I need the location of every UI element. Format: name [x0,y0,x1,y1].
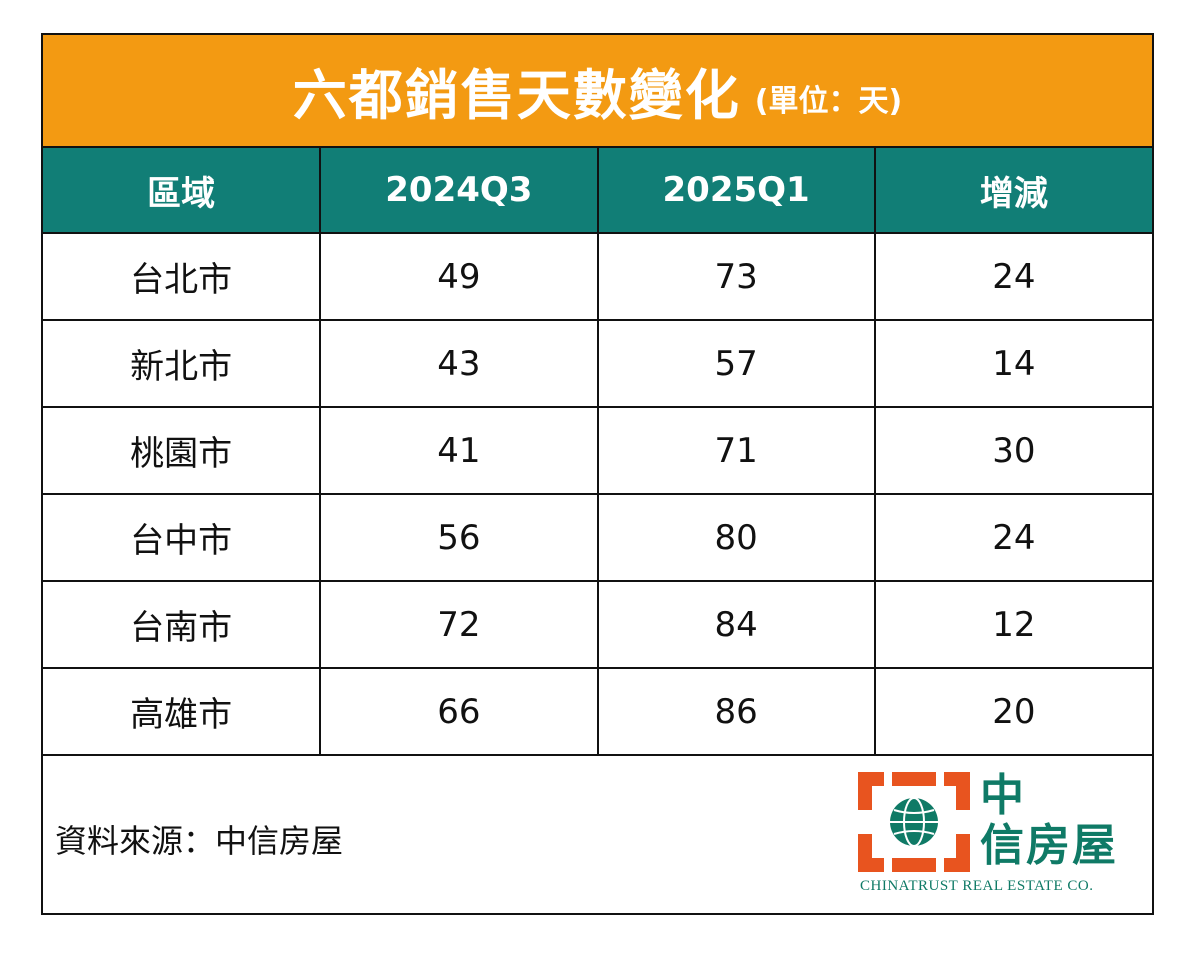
source-note: 資料來源：中信房屋 [55,822,344,860]
footer: 資料來源：中信房屋 中 信房屋 CHINATRUST REAL ESTATE C… [43,754,1152,913]
table-title: 六都銷售天數變化 [292,64,741,127]
cell-region: 台中市 [43,493,322,582]
cell-region: 台北市 [43,232,322,321]
logo-text-en: CHINATRUST REAL ESTATE CO. [860,878,1094,894]
table-row: 台北市 49 73 24 [43,232,1152,321]
chinatrust-logo: 中 信房屋 CHINATRUST REAL ESTATE CO. [858,772,1138,902]
cell-region: 台南市 [43,580,322,669]
cell-change: 30 [873,406,1152,495]
logo-text-cn-top: 中 [980,770,1024,821]
cell-2024q3: 66 [319,667,599,756]
cell-region: 桃園市 [43,406,322,495]
cell-2025q1: 73 [596,232,876,321]
table-row: 桃園市 41 71 30 [43,406,1152,495]
cell-region: 新北市 [43,319,322,408]
cell-2025q1: 71 [596,406,876,495]
cell-2025q1: 57 [596,319,876,408]
cell-2025q1: 80 [596,493,876,582]
title-bar: 六都銷售天數變化 (單位：天) [43,35,1152,148]
header-row: 區域 2024Q3 2025Q1 增減 [43,148,1152,234]
header-2024q3: 2024Q3 [319,148,599,234]
header-region: 區域 [43,148,322,234]
table-row: 台中市 56 80 24 [43,493,1152,582]
table-row: 台南市 72 84 12 [43,580,1152,669]
chinatrust-globe-logo-icon [858,772,970,872]
cell-change: 20 [873,667,1152,756]
logo-text-cn-bottom: 信房屋 [980,820,1118,871]
cell-region: 高雄市 [43,667,322,756]
sales-days-table: 六都銷售天數變化 (單位：天) 區域 2024Q3 2025Q1 增減 台北市 … [41,33,1154,915]
cell-change: 14 [873,319,1152,408]
cell-2024q3: 43 [319,319,599,408]
cell-2024q3: 41 [319,406,599,495]
header-2025q1: 2025Q1 [596,148,876,234]
unit-label: (單位：天) [754,83,903,119]
cell-2024q3: 49 [319,232,599,321]
table-row: 新北市 43 57 14 [43,319,1152,408]
cell-2024q3: 72 [319,580,599,669]
cell-change: 24 [873,232,1152,321]
cell-change: 24 [873,493,1152,582]
header-change: 增減 [873,148,1152,234]
cell-2024q3: 56 [319,493,599,582]
table-row: 高雄市 66 86 20 [43,667,1152,756]
cell-change: 12 [873,580,1152,669]
cell-2025q1: 86 [596,667,876,756]
data-grid: 區域 2024Q3 2025Q1 增減 台北市 49 73 24 新北市 43 … [43,148,1152,756]
cell-2025q1: 84 [596,580,876,669]
